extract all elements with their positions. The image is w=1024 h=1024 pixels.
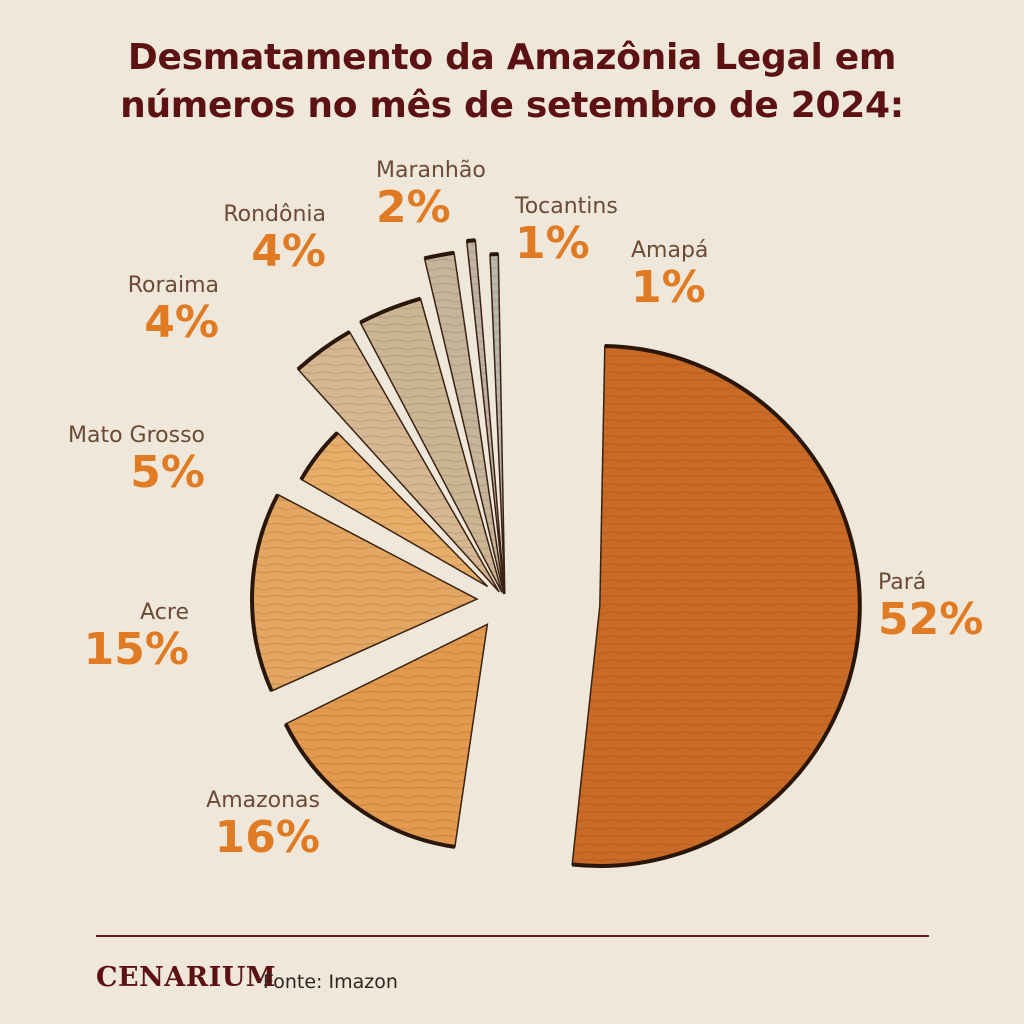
slice-texture-rondonia [360, 298, 503, 593]
label-roraima: Roraima 4% [128, 273, 219, 347]
label-amapa-name: Amapá [631, 238, 709, 263]
label-amapa: Amapá 1% [631, 238, 708, 312]
chart-title-line-2: números no mês de setembro de 2024: [120, 85, 904, 126]
label-tocantins: Tocantins 1% [515, 194, 618, 268]
label-tocantins-value: 1% [515, 218, 590, 269]
label-para-value: 52% [878, 594, 984, 645]
chart-title: Desmatamento da Amazônia Legal em número… [0, 34, 1024, 130]
slice-texture-amapa [489, 254, 505, 595]
slice-bark-rondonia [359, 296, 422, 325]
slice-bark-amazonas [283, 723, 456, 849]
label-maranhao-value: 2% [376, 182, 451, 233]
label-maranhao-name: Maranhão [376, 158, 486, 183]
slice-texture-tocantins [466, 240, 505, 595]
label-para-name: Pará [878, 570, 927, 595]
slice-bark-maranhao [424, 250, 455, 261]
slice-texture-mato-grosso [301, 432, 488, 587]
label-mato-grosso: Mato Grosso 5% [68, 423, 205, 497]
footer-divider [96, 935, 929, 937]
label-acre-value: 15% [83, 624, 189, 675]
slice-bark-mato-grosso [299, 431, 339, 481]
slice-texture-maranhao [424, 252, 504, 595]
slice-texture-roraima [297, 331, 500, 592]
chart-title-line-1: Desmatamento da Amazônia Legal em [127, 37, 897, 78]
label-amazonas-value: 16% [214, 812, 320, 863]
slice-bark-acre [250, 493, 280, 692]
source-text: Fonte: Imazon [263, 971, 398, 993]
label-maranhao: Maranhão 2% [376, 158, 486, 232]
slice-texture-acre [252, 494, 478, 691]
label-acre-name: Acre [140, 600, 189, 625]
label-amazonas-name: Amazonas [206, 788, 320, 813]
label-rondonia-name: Rondônia [223, 202, 326, 227]
label-acre: Acre 15% [84, 600, 189, 674]
label-mato-grosso-value: 5% [130, 447, 205, 498]
brand-logo: CENARIUM [96, 962, 277, 993]
slice-bark-roraima [296, 330, 351, 371]
label-mato-grosso-name: Mato Grosso [68, 423, 205, 448]
label-rondonia-value: 4% [251, 226, 326, 277]
slice-texture-amazonas [285, 624, 488, 847]
label-rondonia: Rondônia 4% [223, 202, 326, 276]
label-roraima-value: 4% [144, 297, 219, 348]
label-tocantins-name: Tocantins [515, 194, 618, 219]
slice-bark-tocantins [466, 238, 476, 244]
label-amapa-value: 1% [631, 262, 706, 313]
label-roraima-name: Roraima [127, 273, 219, 298]
label-para: Pará 52% [878, 570, 983, 644]
slice-bark-para [571, 344, 862, 868]
label-amazonas: Amazonas 16% [206, 788, 320, 862]
slice-texture-para [572, 346, 860, 866]
